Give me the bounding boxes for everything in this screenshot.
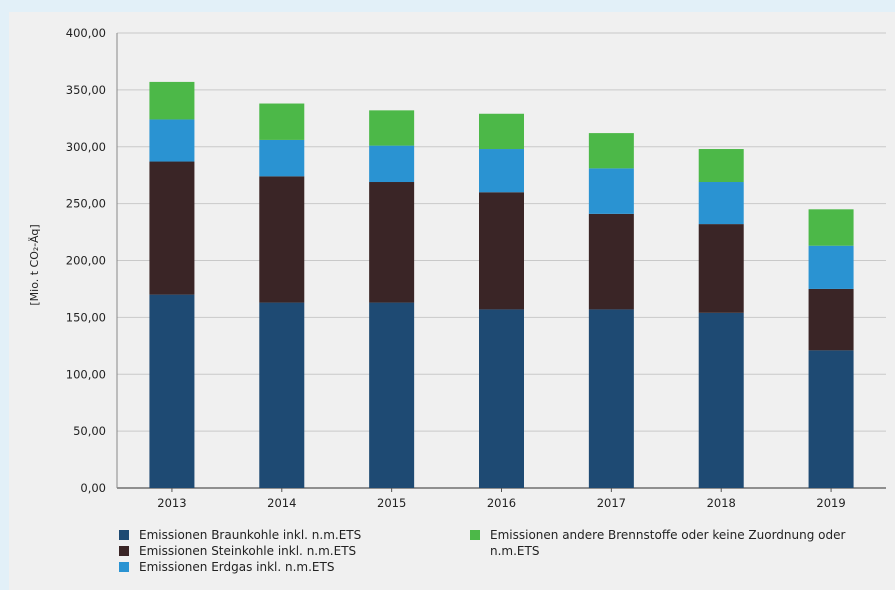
bar-2014-series-2 (259, 139, 305, 177)
bar-2015-series-0 (369, 302, 415, 488)
chart-panel: 0,00 50,00 100,00 150,00 200,00 250,00 300,00 3… (9, 12, 895, 590)
bar-2017-series-3 (588, 133, 634, 169)
x-tick-labels: 2013 2014 2015 2016 2017 2018 2019 (157, 496, 845, 510)
legend-label-erdgas: Emissionen Erdgas inkl. n.m.ETS (139, 560, 335, 574)
bar-2016-series-0 (479, 309, 524, 488)
legend-swatch-braunkohle (119, 530, 129, 540)
bar-2013-series-0 (149, 294, 195, 488)
legend-swatch-andere (470, 530, 480, 540)
bar-2019-series-3 (808, 209, 854, 246)
x-tick-label-2016: 2016 (487, 496, 516, 510)
legend-swatch-erdgas (119, 562, 129, 572)
y-tick-label-3: 150,00 (66, 310, 106, 324)
bar-2017-series-0 (588, 309, 634, 488)
y-tick-label-8: 400,00 (66, 26, 106, 40)
x-tick-label-2013: 2013 (157, 496, 186, 510)
bar-2016-series-1 (479, 192, 524, 310)
bar-2013-series-1 (149, 161, 195, 295)
y-tick-label-6: 300,00 (66, 140, 106, 154)
bar-2018-series-1 (698, 224, 744, 313)
bar-2014-series-1 (259, 176, 305, 303)
legend-label-steinkohle: Emissionen Steinkohle inkl. n.m.ETS (139, 544, 357, 558)
x-tick-label-2017: 2017 (597, 496, 626, 510)
bar-2018-series-0 (698, 312, 744, 488)
bar-2013-series-2 (149, 119, 195, 162)
bar-2016-series-2 (479, 149, 524, 193)
y-tick-label-4: 200,00 (66, 254, 106, 268)
legend-label-braunkohle: Emissionen Braunkohle inkl. n.m.ETS (139, 528, 362, 542)
x-tick-label-2018: 2018 (707, 496, 736, 510)
bar-2016-series-3 (479, 113, 524, 150)
legend-item-andere: Emissionen andere Brennstoffe oder keine… (470, 527, 860, 559)
bars (149, 81, 854, 492)
y-tick-label-1: 50,00 (73, 424, 106, 438)
y-axis-label: [Mio. t CO₂-Äq] (28, 224, 41, 305)
bar-2015-series-1 (369, 182, 415, 303)
x-tick-label-2015: 2015 (377, 496, 406, 510)
y-tick-label-0: 0,00 (80, 481, 106, 495)
bar-2017-series-2 (588, 168, 634, 214)
bar-2018-series-2 (698, 182, 744, 225)
y-tick-label-2: 100,00 (66, 367, 106, 381)
x-tick-label-2019: 2019 (816, 496, 845, 510)
bar-2014-series-3 (259, 103, 305, 140)
legend-item-steinkohle: Emissionen Steinkohle inkl. n.m.ETS (119, 543, 361, 559)
y-tick-label-7: 350,00 (66, 83, 106, 97)
bar-2019-series-0 (808, 350, 854, 488)
bar-2013-series-3 (149, 81, 195, 120)
bar-2017-series-1 (588, 213, 634, 310)
bar-2015-series-2 (369, 145, 415, 183)
y-tick-label-5: 250,00 (66, 197, 106, 211)
legend-left: Emissionen Braunkohle inkl. n.m.ETS Emis… (119, 527, 361, 575)
bar-2014-series-0 (259, 302, 305, 488)
legend-item-erdgas: Emissionen Erdgas inkl. n.m.ETS (119, 559, 361, 575)
legend-right: Emissionen andere Brennstoffe oder keine… (470, 527, 860, 559)
bar-2019-series-1 (808, 288, 854, 351)
stacked-bar-chart: 0,00 50,00 100,00 150,00 200,00 250,00 300,00 3… (28, 26, 886, 510)
y-tick-labels: 0,00 50,00 100,00 150,00 200,00 250,00 300,00 3… (66, 26, 106, 495)
bar-2018-series-3 (698, 149, 744, 183)
bar-2019-series-2 (808, 245, 854, 289)
legend-label-andere: Emissionen andere Brennstoffe oder keine… (490, 528, 846, 558)
bar-2015-series-3 (369, 110, 415, 146)
x-tick-label-2014: 2014 (267, 496, 296, 510)
legend-item-braunkohle: Emissionen Braunkohle inkl. n.m.ETS (119, 527, 361, 543)
legend-swatch-steinkohle (119, 546, 129, 556)
